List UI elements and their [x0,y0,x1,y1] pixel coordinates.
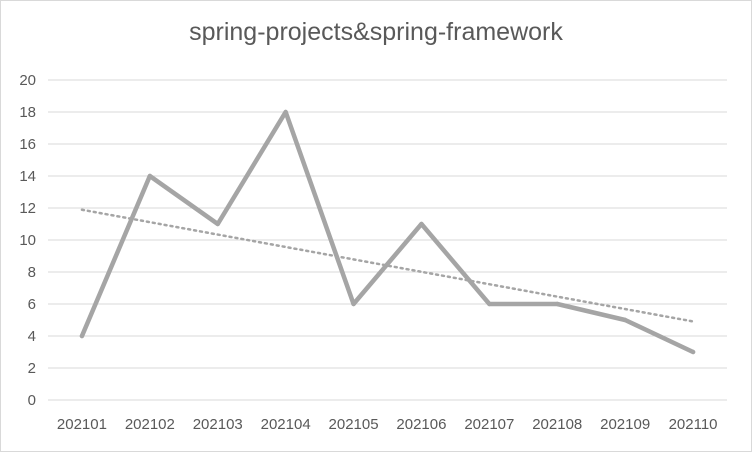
x-tick-label: 202110 [669,416,718,433]
series-layer [79,109,696,355]
y-tick-label: 8 [28,264,36,281]
x-tick-label: 202101 [57,416,107,433]
series-line [79,109,696,355]
y-axis-ticks: 0 2 4 6 8 10 12 14 16 18 20 [19,72,36,409]
chart-title: spring-projects&spring-framework [189,18,563,46]
y-tick-label: 4 [28,328,36,345]
data-point [147,173,153,179]
x-tick-label: 202106 [396,416,446,433]
data-point [215,221,220,227]
data-point [622,317,628,323]
data-point [79,333,85,339]
y-tick-label: 16 [19,136,36,153]
x-tick-label: 202103 [193,416,243,433]
x-tick-label: 202107 [464,416,514,433]
x-axis-ticks: 202101 202102 202103 202104 202105 202106 2021… [57,416,718,433]
y-tick-label: 2 [28,360,36,377]
y-tick-label: 10 [19,232,36,249]
x-tick-label: 202102 [125,416,175,433]
data-point [351,301,356,307]
x-tick-label: 202104 [261,416,311,433]
y-tick-label: 14 [19,168,36,185]
data-point [690,349,696,355]
trendline-layer [80,208,695,323]
data-point [419,221,424,227]
trendline [80,208,695,323]
data-point [283,109,288,115]
y-tick-label: 20 [19,72,36,89]
y-tick-label: 12 [19,200,36,217]
gridlines [48,79,727,401]
x-tick-label: 202105 [329,416,379,433]
y-tick-label: 6 [28,296,36,313]
y-tick-label: 18 [19,104,36,121]
y-tick-label: 0 [28,392,36,409]
data-point [487,301,492,307]
data-point [555,301,560,307]
x-tick-label: 202108 [532,416,582,433]
x-tick-label: 202109 [600,416,650,433]
